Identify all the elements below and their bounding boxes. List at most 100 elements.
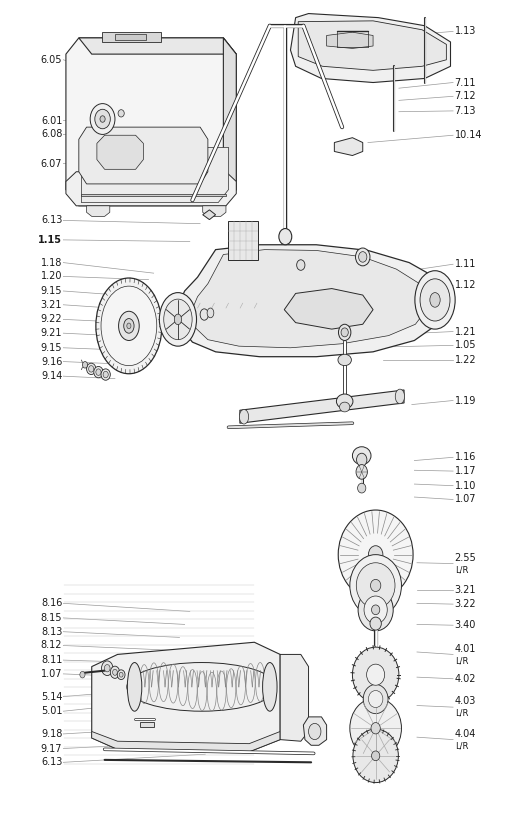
Ellipse shape (174, 314, 182, 325)
Text: 6.13: 6.13 (41, 757, 62, 768)
Polygon shape (87, 206, 110, 217)
Ellipse shape (96, 278, 162, 374)
Ellipse shape (263, 663, 277, 711)
Ellipse shape (95, 109, 111, 129)
Text: L/R: L/R (455, 742, 468, 751)
Ellipse shape (372, 605, 380, 615)
Ellipse shape (119, 672, 123, 677)
Bar (228, 221, 258, 260)
Text: 1.21: 1.21 (455, 326, 476, 336)
Text: 9.18: 9.18 (41, 729, 62, 739)
Text: 3.21: 3.21 (41, 300, 62, 310)
Ellipse shape (430, 292, 440, 307)
Ellipse shape (163, 299, 192, 339)
Ellipse shape (127, 663, 277, 711)
Polygon shape (92, 642, 280, 752)
Ellipse shape (363, 685, 388, 714)
Polygon shape (92, 732, 280, 752)
Polygon shape (81, 147, 228, 203)
Ellipse shape (127, 323, 131, 329)
Text: 4.03: 4.03 (455, 696, 476, 706)
Text: 9.14: 9.14 (41, 371, 62, 381)
Polygon shape (79, 38, 236, 54)
Text: 9.21: 9.21 (41, 328, 62, 338)
Text: 1.20: 1.20 (41, 271, 62, 282)
Ellipse shape (358, 484, 366, 493)
Ellipse shape (117, 670, 125, 680)
Polygon shape (177, 245, 444, 357)
Ellipse shape (420, 279, 450, 321)
Ellipse shape (104, 664, 110, 672)
Text: 1.05: 1.05 (455, 340, 476, 350)
Text: 7.12: 7.12 (455, 91, 476, 101)
Ellipse shape (415, 271, 455, 329)
Ellipse shape (338, 354, 351, 365)
Ellipse shape (111, 666, 119, 678)
Ellipse shape (339, 402, 350, 412)
Polygon shape (192, 250, 427, 348)
Ellipse shape (357, 453, 367, 466)
Ellipse shape (338, 324, 351, 340)
Ellipse shape (368, 545, 383, 563)
Ellipse shape (159, 292, 197, 346)
Ellipse shape (89, 365, 94, 372)
Text: 7.11: 7.11 (455, 77, 476, 88)
Text: 1.22: 1.22 (455, 355, 476, 365)
Ellipse shape (350, 698, 402, 759)
Ellipse shape (90, 103, 115, 134)
Ellipse shape (336, 394, 353, 409)
Ellipse shape (101, 287, 157, 365)
Text: 3.40: 3.40 (455, 620, 476, 630)
Polygon shape (240, 390, 404, 423)
Text: 1.11: 1.11 (455, 259, 476, 269)
Text: 2.55: 2.55 (455, 553, 476, 563)
Text: 9.15: 9.15 (41, 286, 62, 296)
Text: 5.01: 5.01 (41, 707, 62, 716)
Polygon shape (298, 21, 446, 70)
Polygon shape (66, 38, 236, 206)
Ellipse shape (353, 729, 399, 782)
Polygon shape (203, 210, 215, 220)
Ellipse shape (352, 647, 399, 702)
Polygon shape (115, 34, 146, 41)
Text: 4.01: 4.01 (455, 644, 476, 654)
Text: 1.19: 1.19 (455, 396, 476, 405)
Ellipse shape (308, 724, 321, 740)
Polygon shape (79, 127, 208, 184)
Ellipse shape (102, 661, 113, 676)
Text: 1.18: 1.18 (41, 257, 62, 268)
Polygon shape (140, 722, 154, 728)
Text: L/R: L/R (455, 566, 468, 575)
Ellipse shape (113, 669, 117, 676)
Text: 1.15: 1.15 (38, 235, 62, 245)
Ellipse shape (372, 751, 380, 761)
Ellipse shape (352, 447, 371, 465)
Ellipse shape (80, 672, 85, 678)
Ellipse shape (358, 589, 393, 631)
Ellipse shape (87, 363, 96, 374)
Polygon shape (97, 135, 143, 169)
Ellipse shape (366, 664, 385, 685)
Text: 1.10: 1.10 (455, 481, 476, 491)
Ellipse shape (338, 510, 413, 599)
Text: 10.14: 10.14 (455, 130, 482, 140)
Text: L/R: L/R (455, 708, 468, 717)
Text: 3.21: 3.21 (455, 585, 476, 595)
Text: 8.13: 8.13 (41, 627, 62, 637)
Ellipse shape (207, 308, 214, 317)
Ellipse shape (356, 465, 367, 479)
Text: 1.07: 1.07 (41, 669, 62, 679)
Text: 6.05: 6.05 (41, 55, 62, 65)
Ellipse shape (368, 690, 383, 707)
Text: 6.13: 6.13 (41, 216, 62, 225)
Ellipse shape (103, 371, 108, 378)
Text: 1.12: 1.12 (455, 280, 476, 291)
Ellipse shape (100, 116, 105, 122)
Ellipse shape (350, 554, 402, 616)
Polygon shape (102, 33, 161, 42)
Ellipse shape (96, 369, 101, 375)
Text: 4.02: 4.02 (455, 674, 476, 684)
Ellipse shape (341, 328, 348, 337)
Polygon shape (334, 138, 363, 155)
Polygon shape (223, 38, 236, 206)
